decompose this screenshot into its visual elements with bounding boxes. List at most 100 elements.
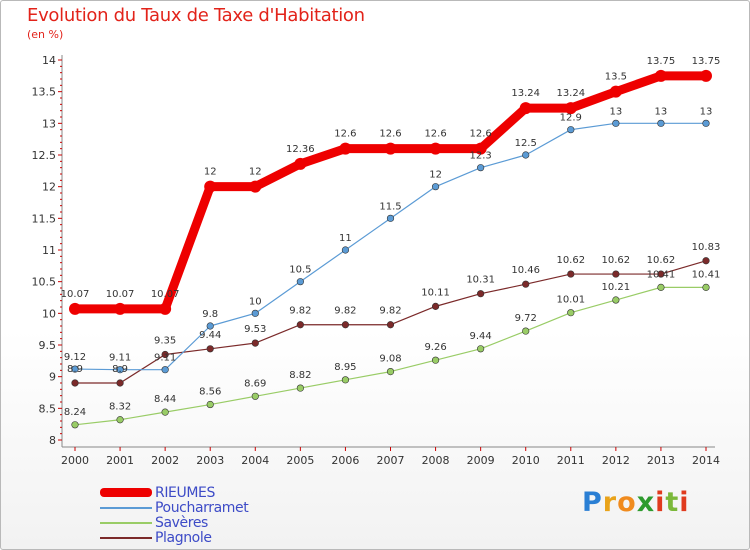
data-label: 9.82: [379, 306, 401, 317]
data-label: 9.12: [64, 352, 86, 363]
data-label: 13.5: [605, 72, 627, 83]
y-tick-label: 11.5: [32, 212, 57, 225]
data-point: [206, 345, 214, 353]
data-label: 10.07: [106, 289, 135, 300]
data-label: 9.44: [199, 330, 221, 341]
y-tick-label: 9.5: [39, 339, 57, 352]
y-tick-label: 9: [49, 371, 56, 384]
x-tick-label: 2013: [647, 454, 675, 467]
data-point: [341, 246, 350, 254]
data-label: 10.62: [602, 255, 631, 266]
data-point: [657, 119, 665, 127]
data-point: [522, 151, 530, 159]
data-point: [657, 283, 665, 291]
data-point: [702, 257, 710, 265]
data-point: [386, 321, 395, 329]
data-label: 8.69: [244, 378, 266, 389]
data-label: 13.75: [647, 56, 676, 67]
data-label: 10.21: [602, 282, 631, 293]
legend-label: RIEUMES: [155, 485, 215, 501]
data-label: 9.08: [379, 354, 401, 365]
legend-item-saveres: Savères: [100, 515, 320, 531]
data-point: [702, 283, 710, 291]
data-point: [206, 322, 214, 330]
y-tick-label: 14: [42, 54, 56, 67]
chart-axes: 8 8.5 9 9.5 10 10.5 11 11.5 12 12.5 13 13.5 14 2000 20…: [32, 54, 721, 467]
legend-item-rieumes: RIEUMES: [100, 485, 320, 501]
logo-letter: r: [602, 487, 618, 518]
data-point: [700, 69, 712, 82]
data-point: [609, 85, 622, 98]
data-point: [116, 366, 124, 374]
y-tick-label: 8.5: [39, 402, 57, 415]
data-point: [477, 345, 485, 353]
legend-item-plagnole: Plagnole: [100, 530, 320, 546]
data-label: 8.9: [67, 364, 83, 375]
data-point: [206, 400, 214, 409]
data-point: [294, 157, 307, 170]
y-tick-label: 12: [42, 181, 56, 194]
data-point: [339, 142, 352, 155]
data-label: 10.46: [511, 265, 540, 276]
data-label: 13.24: [511, 88, 540, 99]
data-point: [71, 365, 79, 373]
data-point: [657, 270, 665, 278]
data-point: [384, 142, 397, 155]
data-point: [161, 366, 169, 374]
data-label: 12: [429, 170, 442, 181]
data-point: [519, 102, 532, 115]
data-point: [251, 392, 259, 400]
data-label: 9.11: [154, 353, 176, 364]
legend-item-poucharramet: Poucharramet: [100, 500, 320, 516]
data-point: [116, 416, 124, 424]
x-tick-label: 2014: [692, 454, 720, 467]
x-tick-label: 2002: [151, 454, 179, 467]
x-tick-label: 2003: [196, 454, 224, 467]
logo-letter: x: [636, 487, 656, 518]
x-tick-label: 2012: [602, 454, 630, 467]
x-tick-label: 2008: [422, 454, 450, 467]
data-label: 10.41: [647, 269, 676, 280]
series-line-1: [74, 122, 707, 371]
data-label: 10.11: [421, 287, 450, 298]
data-label: 9.44: [470, 331, 492, 342]
data-label: 10.41: [692, 269, 721, 280]
data-label: 10.07: [151, 289, 180, 300]
legend-swatch: [100, 507, 152, 509]
proxiti-logo: Proxiti: [582, 487, 690, 518]
logo-letter: t: [665, 487, 680, 518]
data-label: 8.32: [109, 402, 131, 413]
data-label: 12.6: [334, 129, 356, 140]
x-tick-label: 2011: [557, 454, 585, 467]
x-tick-label: 2000: [61, 454, 89, 467]
legend-label: Poucharramet: [155, 500, 249, 516]
data-label: 10: [249, 296, 262, 307]
data-label: 9.82: [289, 306, 311, 317]
data-label: 10.62: [647, 255, 676, 266]
data-label: 11.5: [379, 201, 401, 212]
data-point: [522, 327, 530, 335]
y-unit-label: (en %): [27, 28, 64, 41]
data-point: [71, 421, 79, 429]
logo-letter: P: [582, 487, 603, 518]
data-label: 10.5: [289, 265, 311, 276]
data-label: 13.24: [556, 88, 585, 99]
data-label: 9.8: [202, 309, 218, 320]
data-label: 10.01: [556, 295, 585, 306]
data-point: [567, 270, 575, 278]
data-label: 9.72: [515, 313, 537, 324]
y-tick-label: 10: [42, 307, 56, 320]
x-tick-label: 2001: [106, 454, 134, 467]
chart-title: Evolution du Taux de Taxe d'Habitation: [27, 5, 365, 26]
data-labels: 10.07 10.07 10.07 12 12 12.36 12.6 12.6 12.6 12.6…: [61, 56, 721, 418]
data-point: [567, 126, 575, 134]
data-label: 8.24: [64, 407, 86, 418]
data-label: 12.6: [379, 129, 401, 140]
y-tick-label: 13.5: [32, 86, 57, 99]
data-label: 13.75: [692, 56, 721, 67]
data-label: 9.11: [109, 353, 131, 364]
y-tick-label: 10.5: [32, 276, 57, 289]
data-label: 8.95: [334, 362, 356, 373]
logo-letter: o: [617, 487, 637, 518]
